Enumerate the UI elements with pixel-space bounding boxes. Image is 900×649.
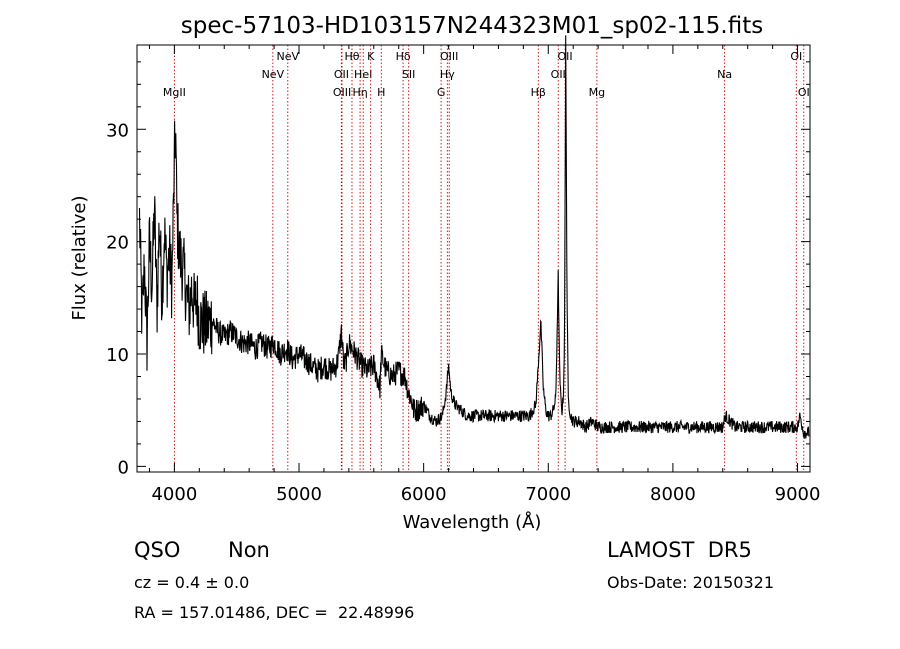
x-tick-label: 4000 xyxy=(151,484,197,505)
axis-ticks: 4000 5000 6000 7000 8000 9000 0 10 20 30 xyxy=(106,45,820,505)
coordinates: RA = 157.01486, DEC = 22.48996 xyxy=(134,603,415,622)
line-label: Hγ xyxy=(440,68,455,81)
y-tick-label: 30 xyxy=(106,120,129,141)
line-label: OIII xyxy=(440,50,458,63)
spectrum-series xyxy=(138,35,810,439)
redshift-value: cz = 0.4 ± 0.0 xyxy=(134,573,250,592)
line-label: NeV xyxy=(262,68,285,81)
x-tick-label: 7000 xyxy=(525,484,571,505)
x-tick-label: 6000 xyxy=(401,484,447,505)
line-label: MgII xyxy=(163,86,186,99)
line-label: OII xyxy=(551,68,566,81)
x-tick-label: 8000 xyxy=(650,484,696,505)
y-tick-label: 20 xyxy=(106,233,129,254)
line-label: HeI xyxy=(354,68,372,81)
survey-name: LAMOST DR5 xyxy=(607,538,752,562)
spectral-line-markers: MgII NeV NeV OII OIII Hθ Hη HeI K H Hδ SII G Hγ OIII Hβ… xyxy=(163,45,810,472)
object-class: QSO xyxy=(134,538,181,562)
line-label: OI xyxy=(798,86,810,99)
line-label: SII xyxy=(402,68,415,81)
line-label: K xyxy=(367,50,375,63)
observation-date: Obs-Date: 20150321 xyxy=(607,573,775,592)
line-label: G xyxy=(437,86,446,99)
line-label: OII xyxy=(334,68,349,81)
object-subclass: Non xyxy=(228,538,270,562)
line-label: Na xyxy=(717,68,732,81)
line-label: Hδ xyxy=(396,50,411,63)
y-tick-label: 10 xyxy=(106,345,129,366)
spectrum-line xyxy=(138,35,810,439)
x-axis-label: Wavelength (Å) xyxy=(403,511,542,533)
line-label: Hβ xyxy=(531,86,546,99)
chart-title: spec-57103-HD103157N244323M01_sp02-115.f… xyxy=(181,13,763,39)
line-label: Hθ xyxy=(344,50,359,63)
line-label: NeV xyxy=(277,50,300,63)
y-tick-label: 0 xyxy=(118,457,129,478)
line-label: OIII xyxy=(333,86,351,99)
y-axis-label: Flux (relative) xyxy=(69,195,90,320)
line-label: Hη xyxy=(352,86,367,99)
line-label: OI xyxy=(790,50,802,63)
x-tick-label: 9000 xyxy=(775,484,821,505)
x-tick-label: 5000 xyxy=(276,484,322,505)
line-label: H xyxy=(377,86,385,99)
plot-frame xyxy=(136,44,811,473)
line-label: Mg xyxy=(589,86,605,99)
